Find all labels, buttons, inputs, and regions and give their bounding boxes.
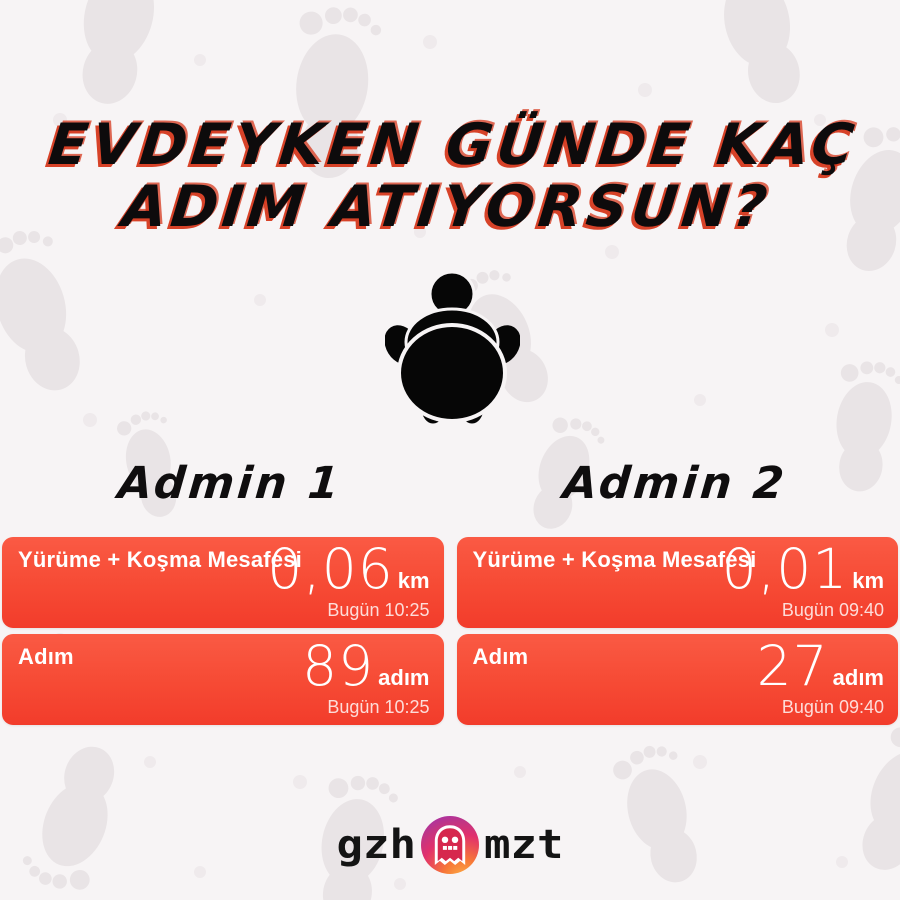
steps-unit: adım [378, 665, 430, 690]
logo-text-left: gzh [336, 821, 416, 868]
admin-2-label: Admin 2 [561, 458, 789, 509]
overweight-person-icon [385, 270, 520, 427]
distance-timestamp: Bugün 10:25 [327, 600, 430, 620]
admin1-distance-card: Yürüme + Koşma Mesafesi 0,06 km Bugün 10… [2, 537, 444, 628]
steps-card-label: Adım [18, 644, 74, 669]
admin-1-label: Admin 1 [116, 458, 344, 509]
steps-timestamp: Bugün 10:25 [327, 697, 430, 717]
steps-value-row: 27 adım [757, 639, 884, 694]
admin2-steps-card: Adım 27 adım Bugün 09:40 [456, 634, 898, 725]
distance-value-row: 0,01 km [722, 542, 884, 597]
logo-text-right: mzt [484, 821, 564, 868]
distance-unit: km [852, 568, 884, 593]
distance-value-row: 0,06 km [267, 542, 429, 597]
poster-title: EVDEYKEN GÜNDE KAÇ ADIM ATIYORSUN? [0, 112, 900, 240]
steps-value: 27 [756, 634, 829, 698]
title-line-1: EVDEYKEN GÜNDE KAÇ [45, 112, 861, 178]
distance-timestamp: Bugün 09:40 [781, 600, 884, 620]
stats-card-grid: Yürüme + Koşma Mesafesi 0,06 km Bugün 10… [2, 537, 898, 725]
distance-value: 0,01 [721, 537, 849, 601]
distance-card-label: Yürüme + Koşma Mesafesi [18, 547, 302, 572]
steps-value: 89 [302, 634, 375, 698]
title-line-2: ADIM ATIYORSUN? [119, 174, 775, 240]
ghost-icon [434, 825, 466, 866]
steps-value-row: 89 adım [302, 639, 429, 694]
ghost-badge [421, 816, 479, 874]
distance-value: 0,06 [267, 537, 394, 601]
steps-unit: adım [832, 665, 884, 690]
admin2-distance-card: Yürüme + Koşma Mesafesi 0,01 km Bugün 09… [456, 537, 898, 628]
steps-timestamp: Bugün 09:40 [781, 697, 884, 717]
distance-card-label: Yürüme + Koşma Mesafesi [472, 547, 757, 572]
watermark-logo: gzh mzt [0, 816, 900, 874]
steps-card-label: Adım [472, 644, 529, 669]
distance-unit: km [397, 568, 430, 593]
admin1-steps-card: Adım 89 adım Bugün 10:25 [2, 634, 444, 725]
